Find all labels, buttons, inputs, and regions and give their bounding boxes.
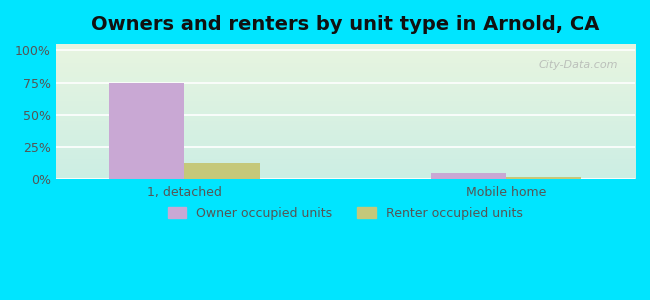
Bar [506,177,581,179]
Legend: Owner occupied units, Renter occupied units: Owner occupied units, Renter occupied un… [162,202,528,225]
Title: Owners and renters by unit type in Arnold, CA: Owners and renters by unit type in Arnol… [91,15,599,34]
Bar [431,173,506,179]
Bar [109,82,185,179]
Bar [185,163,259,179]
Text: City-Data.com: City-Data.com [538,60,617,70]
